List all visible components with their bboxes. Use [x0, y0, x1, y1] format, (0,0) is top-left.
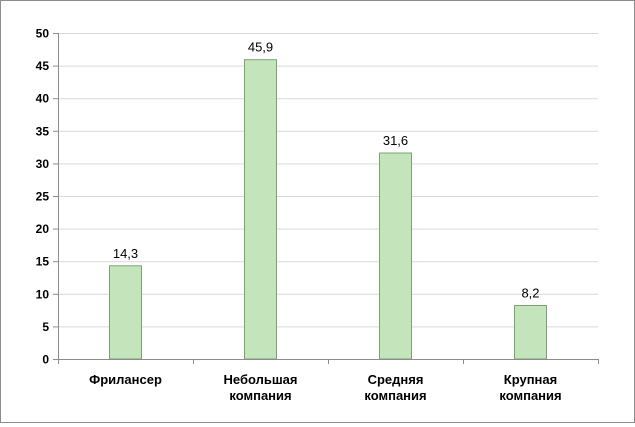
x-tick-label: компания — [364, 388, 426, 403]
x-tick-label: компания — [499, 388, 561, 403]
y-tick-label: 20 — [36, 222, 50, 236]
x-tick-label: компания — [229, 388, 291, 403]
gridlines — [58, 33, 598, 328]
labels: 0 5 10 15 20 25 30 35 40 45 50 14,3 Фрилансер 45,9 Неб… — [36, 27, 562, 404]
bar — [244, 59, 277, 360]
data-label: 8,2 — [521, 286, 539, 301]
y-tick-label: 0 — [42, 353, 49, 367]
y-tick-label: 45 — [36, 59, 50, 73]
data-label: 45,9 — [248, 40, 273, 55]
y-tick-label: 15 — [36, 255, 50, 269]
y-tick-label: 25 — [36, 190, 50, 204]
axes — [53, 33, 599, 364]
x-tick-label: Небольшая — [224, 372, 298, 387]
x-tick-label: Средняя — [368, 372, 424, 387]
y-tick-label: 40 — [36, 92, 50, 106]
y-tick-label: 10 — [36, 287, 50, 301]
data-label: 31,6 — [383, 133, 408, 148]
data-label: 14,3 — [113, 246, 138, 261]
y-tick-label: 35 — [36, 124, 50, 138]
x-tick-label: Фрилансер — [89, 372, 162, 387]
bar — [514, 305, 547, 360]
bar — [379, 152, 412, 360]
bar — [109, 265, 142, 360]
y-tick-label: 5 — [42, 320, 49, 334]
y-tick-label: 50 — [36, 27, 50, 41]
x-tick-label: Крупная — [504, 372, 557, 387]
y-tick-label: 30 — [36, 157, 50, 171]
bars — [109, 59, 547, 360]
